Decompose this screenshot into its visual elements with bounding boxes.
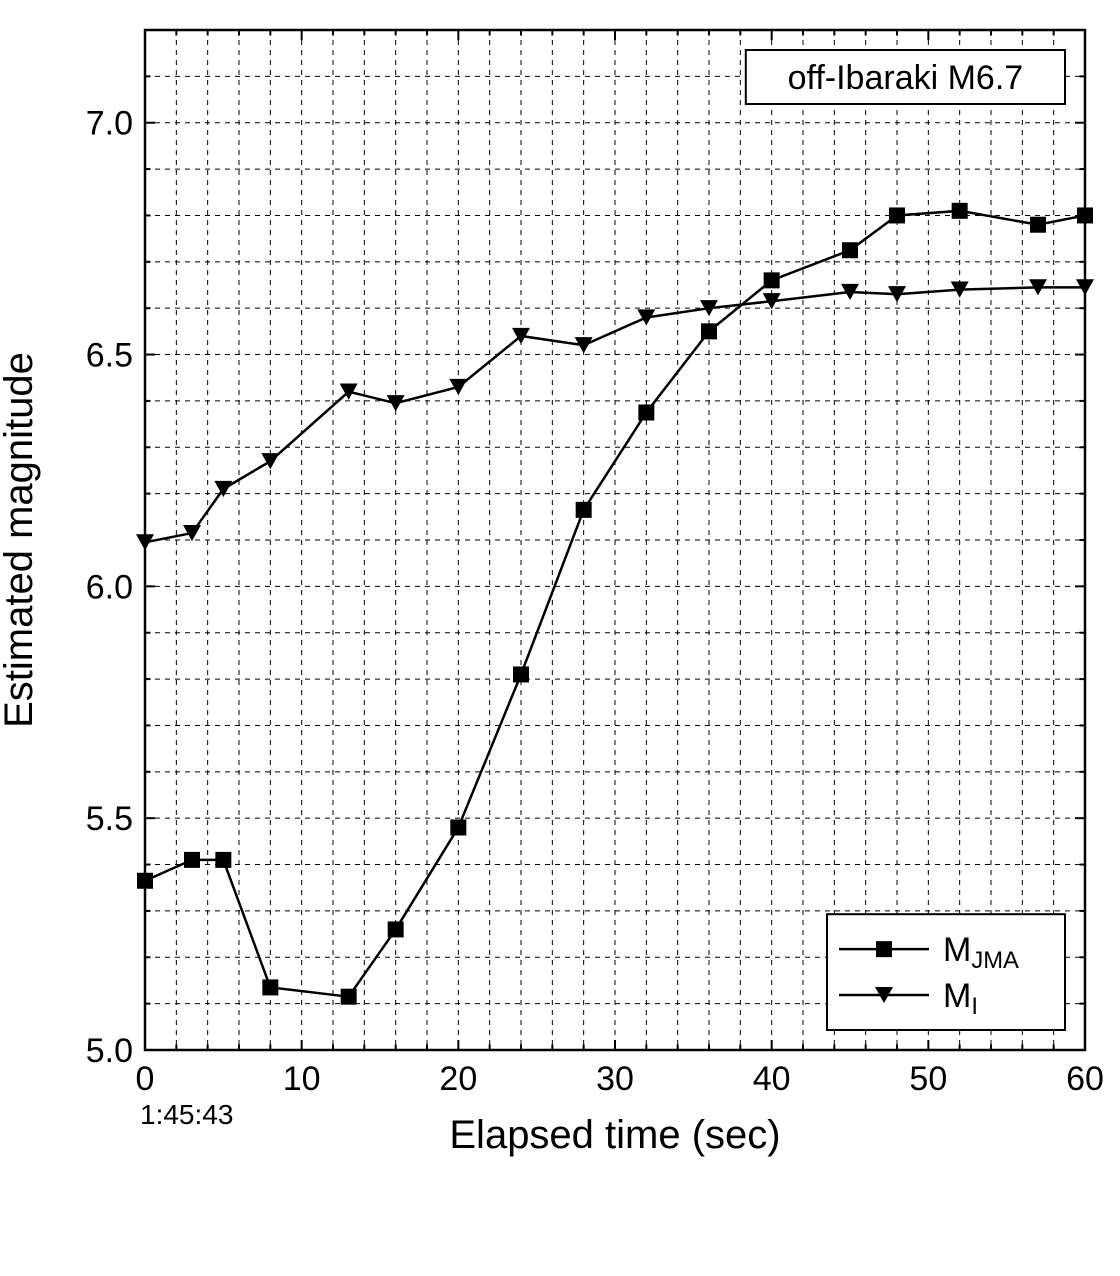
y-tick-label: 5.0 xyxy=(86,1032,133,1070)
x-tick-label: 60 xyxy=(1066,1060,1104,1098)
origin-time-annotation: 1:45:43 xyxy=(140,1099,233,1130)
x-tick-label: 0 xyxy=(136,1060,155,1098)
y-tick-label: 6.0 xyxy=(86,568,133,606)
y-tick-label: 5.5 xyxy=(86,800,133,838)
x-tick-label: 50 xyxy=(909,1060,947,1098)
y-axis-title: Estimated magnitude xyxy=(0,352,41,728)
y-tick-label: 6.5 xyxy=(86,336,133,374)
x-tick-label: 10 xyxy=(283,1060,321,1098)
x-axis-title: Elapsed time (sec) xyxy=(449,1113,780,1157)
svg-text:off-Ibaraki M6.7: off-Ibaraki M6.7 xyxy=(788,59,1024,97)
title-box: off-Ibaraki M6.7 xyxy=(746,50,1065,104)
x-tick-label: 40 xyxy=(753,1060,791,1098)
x-tick-label: 20 xyxy=(439,1060,477,1098)
magnitude-time-chart: 0 10 20 30 40 50 60 5.0 5.5 6.0 6.5 7.0 Elapsed time… xyxy=(0,0,1120,1276)
x-tick-label: 30 xyxy=(596,1060,634,1098)
legend: MJMAMI xyxy=(827,914,1065,1030)
y-tick-label: 7.0 xyxy=(86,105,133,143)
